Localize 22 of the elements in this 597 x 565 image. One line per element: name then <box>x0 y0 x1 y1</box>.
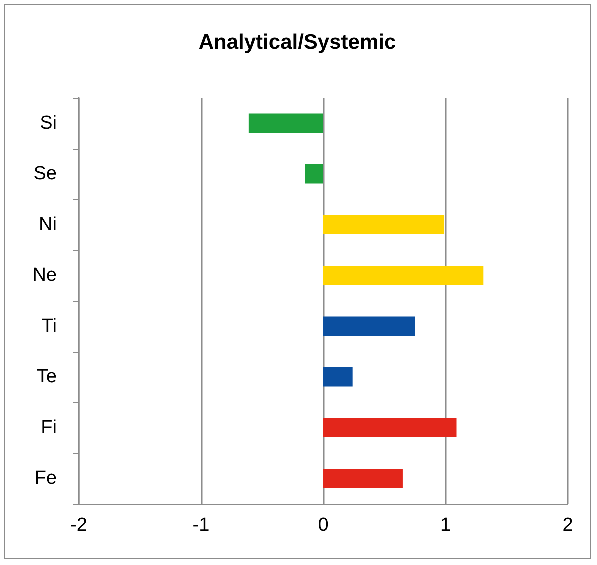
y-tick-label: Ne <box>32 265 57 286</box>
bar <box>324 468 403 488</box>
bar <box>324 266 484 286</box>
x-tick-label: -2 <box>70 515 88 536</box>
y-tick-label: Fe <box>34 468 57 490</box>
bar <box>324 367 353 387</box>
y-tick-label: Se <box>34 164 57 185</box>
x-tick-label: 0 <box>318 515 329 536</box>
bar <box>324 215 445 235</box>
x-tick-label: -1 <box>192 515 210 536</box>
bar <box>324 418 457 438</box>
y-tick-label: Si <box>40 112 57 134</box>
bar <box>305 164 324 184</box>
y-tick-label: Ni <box>39 214 57 236</box>
bar <box>324 316 416 336</box>
bar <box>248 114 324 134</box>
y-tick-label: Ti <box>42 316 57 337</box>
x-tick-label: 1 <box>440 515 452 536</box>
x-tick-label: 2 <box>562 515 574 536</box>
y-tick-label: Fi <box>41 417 57 438</box>
chart-title: Analytical/Systemic <box>198 31 396 54</box>
y-tick-label: Te <box>36 366 57 388</box>
